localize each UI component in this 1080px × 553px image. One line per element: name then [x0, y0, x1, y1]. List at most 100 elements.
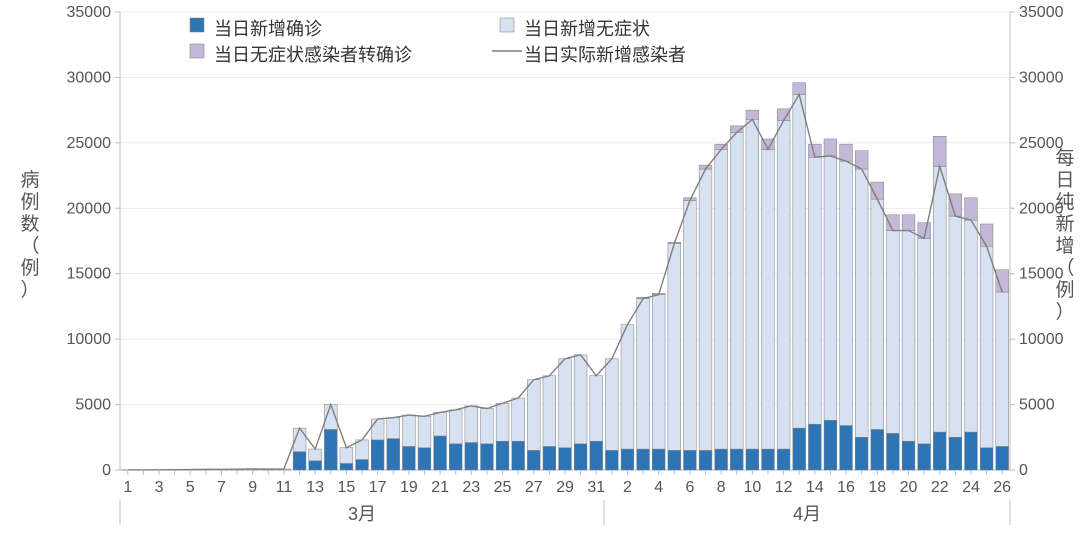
xtick-56: 26	[993, 479, 1011, 496]
ytick-left-15000: 15000	[67, 266, 112, 283]
bar-segment	[637, 449, 650, 470]
bar-segment	[871, 429, 884, 470]
y-axis-left-title: 病例数（例）	[20, 169, 39, 301]
bar-segment	[855, 169, 868, 437]
bar-segment	[746, 449, 759, 470]
xtick-50: 20	[900, 479, 918, 496]
bar-segment	[574, 355, 587, 444]
bar-segment	[746, 119, 759, 449]
bar-segment	[918, 444, 931, 470]
xtick-34: 4	[654, 479, 663, 496]
svg-text:每: 每	[1055, 147, 1074, 169]
legend-swatch	[500, 18, 514, 32]
y-axis-left: 05000100001500020000250003000035000	[67, 4, 121, 479]
bar-segment	[902, 441, 915, 470]
legend-swatch	[190, 18, 204, 32]
x-group-4月: 4月	[793, 504, 821, 524]
svg-text:（: （	[20, 235, 39, 257]
bar-segment	[652, 449, 665, 470]
bar-segment	[715, 449, 728, 470]
bar-segment	[902, 231, 915, 442]
bar-segment	[481, 409, 494, 444]
bar-segment	[949, 216, 962, 437]
bar-segment	[918, 238, 931, 443]
svg-text:增: 增	[1055, 235, 1074, 257]
svg-text:（: （	[1055, 257, 1074, 279]
bar-segment	[949, 437, 962, 470]
svg-text:）: ）	[20, 279, 39, 301]
bar-segment	[824, 139, 837, 156]
bar-segment	[605, 359, 618, 451]
ytick-left-25000: 25000	[67, 135, 112, 152]
bar-segment	[886, 231, 899, 434]
bar-segment	[980, 246, 993, 448]
xtick-0: 1	[123, 479, 132, 496]
y-axis-right-title: 每日纯新增（例）	[1055, 147, 1074, 323]
bar-segment	[496, 403, 509, 441]
xtick-22: 23	[462, 479, 480, 496]
xtick-48: 18	[868, 479, 886, 496]
bar-segment	[715, 149, 728, 449]
svg-text:例: 例	[20, 191, 39, 213]
bars	[121, 83, 1008, 470]
x-groups: 3月4月	[120, 500, 1010, 525]
bar-segment	[387, 418, 400, 439]
bar-segment	[527, 380, 540, 451]
chart-container: 0500010000150002000025000300003500005000…	[0, 0, 1080, 553]
bar-segment	[418, 448, 431, 470]
bar-segment	[418, 416, 431, 447]
svg-text:病: 病	[20, 169, 39, 191]
bar-segment	[309, 461, 322, 470]
bar-segment	[434, 436, 447, 470]
bar-segment	[699, 450, 712, 470]
bar-segment	[340, 463, 353, 470]
bar-segment	[965, 198, 978, 220]
xtick-26: 27	[525, 479, 543, 496]
bar-segment	[637, 299, 650, 449]
xtick-8: 9	[248, 479, 257, 496]
bar-segment	[590, 441, 603, 470]
bar-segment	[980, 224, 993, 246]
xtick-2: 3	[155, 479, 164, 496]
legend-label-2: 当日无症状感染者转确诊	[214, 45, 412, 65]
bar-segment	[668, 450, 681, 470]
ytick-right-35000: 35000	[1019, 4, 1064, 21]
bar-segment	[824, 156, 837, 420]
bar-segment	[465, 406, 478, 443]
xtick-14: 15	[338, 479, 356, 496]
xtick-38: 8	[717, 479, 726, 496]
xtick-42: 12	[775, 479, 793, 496]
bar-segment	[793, 428, 806, 470]
bar-segment	[371, 440, 384, 470]
bar-segment	[512, 441, 525, 470]
bar-segment	[652, 295, 665, 449]
bar-segment	[886, 433, 899, 470]
bar-segment	[777, 121, 790, 449]
bar-segment	[559, 359, 572, 448]
bar-segment	[309, 449, 322, 461]
xtick-44: 14	[806, 479, 824, 496]
bar-segment	[465, 443, 478, 470]
bar-segment	[824, 420, 837, 470]
bar-segment	[293, 452, 306, 470]
bar-segment	[762, 149, 775, 449]
ytick-left-10000: 10000	[67, 331, 112, 348]
bar-segment	[527, 450, 540, 470]
svg-text:新: 新	[1055, 213, 1074, 235]
bar-segment	[840, 426, 853, 470]
bar-segment	[684, 200, 697, 450]
bar-segment	[762, 449, 775, 470]
bar-segment	[496, 441, 509, 470]
xtick-4: 5	[186, 479, 195, 496]
ytick-left-20000: 20000	[67, 200, 112, 217]
xtick-24: 25	[494, 479, 512, 496]
bar-segment	[793, 94, 806, 428]
xtick-28: 29	[556, 479, 574, 496]
xtick-30: 31	[587, 479, 605, 496]
bar-segment	[402, 415, 415, 446]
chart-svg: 0500010000150002000025000300003500005000…	[0, 0, 1080, 553]
xtick-16: 17	[369, 479, 387, 496]
bar-segment	[371, 419, 384, 440]
xtick-40: 10	[743, 479, 761, 496]
bar-segment	[808, 424, 821, 470]
